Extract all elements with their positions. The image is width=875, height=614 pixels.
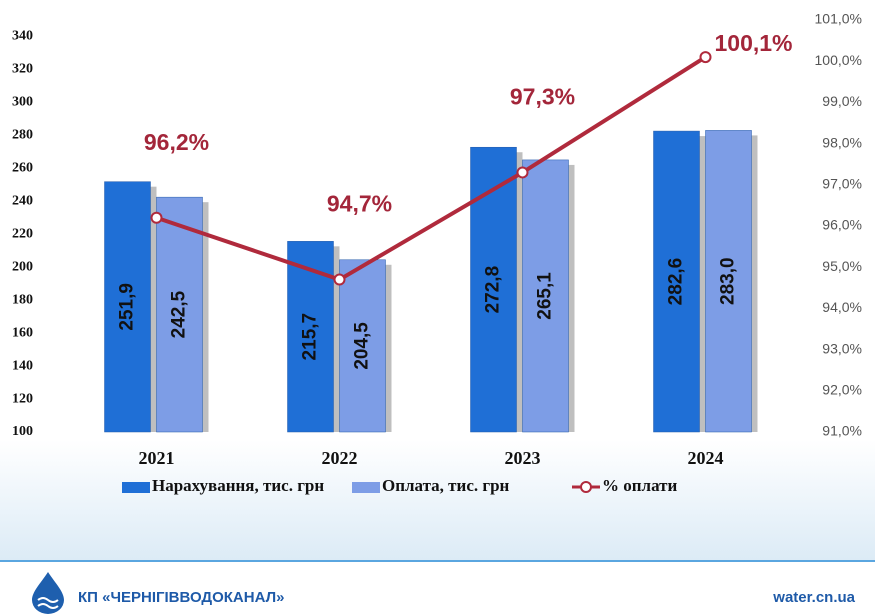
line-point bbox=[150, 211, 163, 224]
bar-value-label: 272,8 bbox=[483, 266, 504, 314]
y-tick-label: 260 bbox=[12, 161, 33, 176]
line-point bbox=[516, 166, 529, 179]
bar-side bbox=[751, 135, 758, 432]
line bbox=[155, 55, 707, 282]
x-tick-label: 2023 bbox=[505, 448, 541, 468]
footer-site: water.cn.ua bbox=[772, 589, 855, 606]
bar bbox=[104, 181, 151, 433]
y-tick-label: 120 bbox=[12, 391, 33, 406]
y-tick-label: 240 bbox=[12, 193, 33, 208]
y2-tick-label: 96,0% bbox=[822, 217, 862, 233]
footer-org: КП «ЧЕРНІГІВВОДОКАНАЛ» bbox=[78, 589, 284, 606]
bar-side bbox=[150, 186, 157, 432]
y-tick-label: 100 bbox=[12, 424, 33, 439]
bar-value-label: 215,7 bbox=[300, 313, 321, 361]
y-tick-label: 140 bbox=[12, 358, 33, 373]
y2-tick-label: 98,0% bbox=[822, 134, 862, 150]
bar-value-label: 242,5 bbox=[169, 290, 190, 338]
y2-tick-label: 94,0% bbox=[822, 299, 862, 315]
x-tick-label: 2024 bbox=[688, 448, 724, 468]
line-point bbox=[699, 51, 712, 64]
bar-value-label: 251,9 bbox=[117, 283, 138, 331]
y2-tick-label: 101,0% bbox=[815, 11, 862, 27]
y2-tick-label: 91,0% bbox=[822, 423, 862, 439]
bar bbox=[470, 146, 517, 433]
line-value-label: 96,2% bbox=[144, 129, 209, 155]
line-point bbox=[333, 273, 346, 286]
bar-value-label: 204,5 bbox=[352, 322, 373, 370]
bar-value-label: 282,6 bbox=[666, 258, 687, 306]
bar bbox=[705, 130, 752, 433]
y2-tick-label: 100,0% bbox=[815, 52, 862, 68]
legend-swatch-marker bbox=[580, 481, 592, 493]
legend-swatch bbox=[352, 482, 380, 493]
bar-side bbox=[333, 246, 340, 432]
line-value-label: 97,3% bbox=[510, 84, 575, 110]
legend-label: Нарахування, тис. грн bbox=[152, 476, 324, 495]
line-value-label: 94,7% bbox=[327, 191, 392, 217]
line-value-label: 100,1% bbox=[714, 30, 792, 56]
bar bbox=[522, 159, 569, 433]
y-tick-label: 220 bbox=[12, 226, 33, 241]
y2-tick-label: 97,0% bbox=[822, 176, 862, 192]
logo bbox=[32, 572, 64, 614]
legend-label: Оплата, тис. грн bbox=[382, 476, 510, 495]
bar-side bbox=[385, 264, 392, 432]
y2-tick-label: 95,0% bbox=[822, 258, 862, 274]
y2-tick-label: 92,0% bbox=[822, 382, 862, 398]
background-wave bbox=[0, 440, 875, 560]
y-tick-label: 300 bbox=[12, 95, 33, 110]
y2-tick-label: 99,0% bbox=[822, 93, 862, 109]
bar-side bbox=[568, 164, 575, 432]
legend-label: % оплати bbox=[602, 476, 677, 495]
bar-side bbox=[516, 152, 523, 433]
y-tick-label: 280 bbox=[12, 128, 33, 143]
legend-swatch bbox=[122, 482, 150, 493]
y-tick-label: 200 bbox=[12, 259, 33, 274]
bar bbox=[156, 196, 203, 433]
y-tick-label: 320 bbox=[12, 62, 33, 77]
y2-tick-label: 93,0% bbox=[822, 340, 862, 356]
y-tick-label: 340 bbox=[12, 29, 33, 44]
x-tick-label: 2021 bbox=[139, 448, 175, 468]
bar-side bbox=[202, 202, 209, 432]
y-tick-label: 180 bbox=[12, 292, 33, 307]
bar bbox=[653, 130, 700, 433]
bar-value-label: 265,1 bbox=[535, 272, 556, 320]
bar bbox=[339, 259, 386, 433]
bar-side bbox=[699, 136, 706, 432]
bar-value-label: 283,0 bbox=[718, 257, 739, 305]
x-tick-label: 2022 bbox=[322, 448, 358, 468]
y-tick-label: 160 bbox=[12, 325, 33, 340]
